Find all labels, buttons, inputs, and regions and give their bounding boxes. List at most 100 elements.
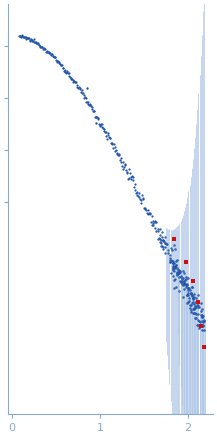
Point [174,262,178,269]
Point [39,44,42,51]
Point [99,120,103,127]
Point [138,195,142,202]
Point [155,218,158,225]
Point [134,189,138,196]
Point [18,32,21,39]
Point [184,276,187,283]
Point [174,261,177,268]
Point [41,43,44,50]
Point [23,33,26,40]
Point [117,152,121,159]
Point [84,98,88,105]
Point [187,284,191,291]
Point [35,39,39,46]
Point [111,140,114,147]
Point [127,166,130,173]
Point [62,67,66,74]
Point [126,169,129,176]
Point [60,61,63,68]
Point [175,268,178,275]
Point [105,135,109,142]
Point [172,267,175,274]
Point [180,276,184,283]
Point [70,75,74,82]
Point [199,311,202,318]
Point [39,44,43,51]
Point [177,273,181,280]
Point [172,266,175,273]
Point [202,317,205,324]
Point [29,35,33,42]
Point [73,79,77,86]
Point [126,175,130,182]
Point [197,291,200,298]
Point [164,239,167,246]
Point [182,286,186,293]
Point [78,86,81,93]
Point [19,33,23,40]
Point [137,190,140,197]
Point [87,101,90,108]
Point [196,316,200,323]
Point [173,265,177,272]
Point [194,315,197,322]
Point [115,150,119,157]
Point [179,278,183,285]
Point [68,73,71,80]
Point [163,239,166,246]
Point [93,108,96,114]
Point [143,205,146,212]
Point [178,266,181,273]
Point [201,322,204,329]
Point [192,305,196,312]
Point [166,240,169,247]
Point [21,32,24,39]
Point [62,64,65,71]
Point [168,257,171,264]
Point [182,267,185,274]
Point [155,227,158,234]
Point [32,35,35,42]
Point [201,323,205,330]
Point [33,39,36,46]
Point [193,304,197,311]
Point [130,173,133,180]
Point [151,221,155,228]
Point [45,49,49,55]
Point [183,281,186,288]
Point [23,33,27,40]
Point [193,302,197,309]
Point [95,113,98,120]
Point [200,323,203,330]
Point [120,163,124,170]
Point [172,285,176,292]
Point [40,44,44,51]
Point [72,79,75,86]
Point [188,305,192,312]
Point [24,33,27,40]
Point [145,209,149,216]
Point [189,291,193,298]
Point [140,199,143,206]
Point [196,302,199,309]
Point [192,295,195,302]
Point [59,61,62,68]
Point [61,65,64,72]
Point [121,159,124,166]
Point [93,113,97,120]
Point [169,258,172,265]
Point [158,235,162,242]
Point [77,84,81,91]
Point [193,315,196,322]
Point [175,284,178,291]
Point [192,293,196,300]
Point [180,281,184,288]
Point [104,129,107,136]
Point [191,293,194,300]
Point [184,274,187,281]
Point [80,86,83,93]
Point [172,242,176,249]
Point [148,209,151,216]
Point [168,259,171,266]
Point [54,54,57,61]
